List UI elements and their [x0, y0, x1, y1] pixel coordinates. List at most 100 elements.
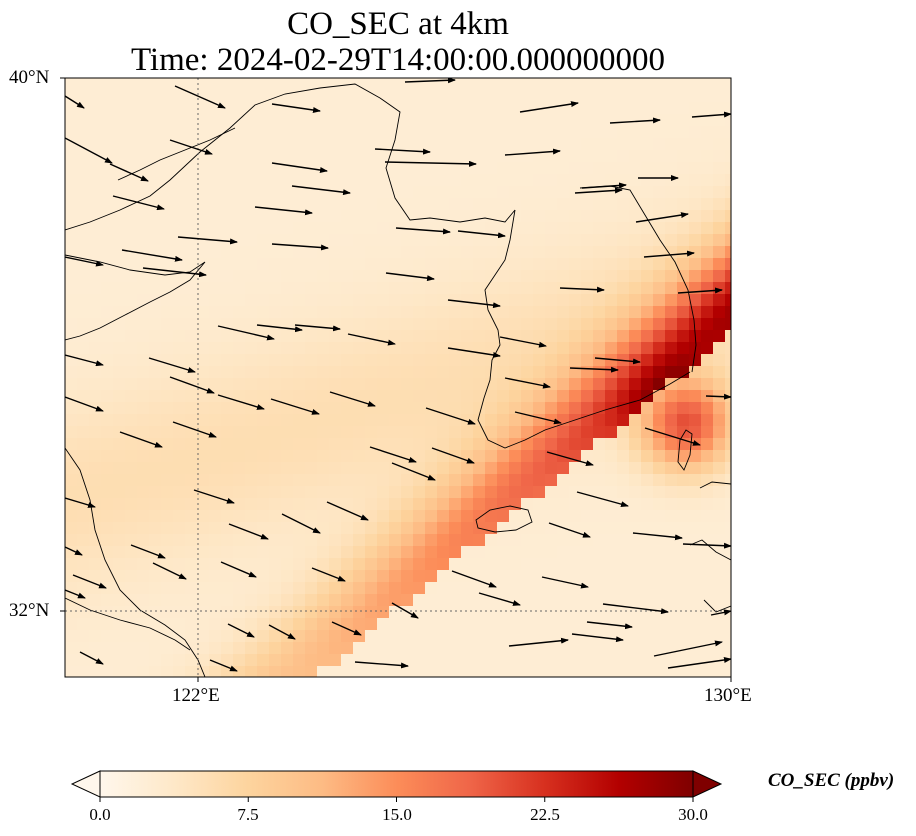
field-cell [449, 270, 462, 283]
field-cell [257, 606, 270, 619]
field-cell [545, 318, 558, 331]
field-cell [461, 234, 474, 247]
field-cell [437, 486, 450, 499]
field-cell [329, 402, 342, 415]
field-cell [209, 258, 222, 271]
field-cell [713, 378, 726, 391]
field-cell [485, 210, 498, 223]
field-cell [725, 594, 731, 607]
field-cell [137, 258, 150, 271]
field-cell [185, 330, 198, 343]
field-cell [353, 366, 366, 379]
wind-arrow [705, 393, 731, 400]
field-cell [533, 642, 546, 655]
field-cell [449, 246, 462, 259]
field-cell [413, 198, 426, 211]
field-cell [137, 186, 150, 199]
field-cell [281, 330, 294, 343]
field-cell [137, 222, 150, 235]
field-cell [641, 78, 654, 91]
field-cell [161, 498, 174, 511]
field-cell [185, 258, 198, 271]
field-cell [365, 222, 378, 235]
field-cell [137, 210, 150, 223]
field-cell [233, 126, 246, 139]
field-cell [533, 126, 546, 139]
field-cell [533, 570, 546, 583]
field-cell [605, 258, 618, 271]
field-cell [389, 342, 402, 355]
field-cell [713, 186, 726, 199]
field-cell [713, 306, 726, 319]
field-cell [473, 546, 486, 559]
field-cell [137, 366, 150, 379]
field-cell [101, 618, 114, 631]
field-cell [233, 366, 246, 379]
field-cell [533, 78, 546, 91]
field-cell [317, 402, 330, 415]
field-cell [437, 570, 450, 583]
field-cell [497, 630, 510, 643]
field-cell [137, 390, 150, 403]
field-cell [641, 558, 654, 571]
field-cell [89, 90, 102, 103]
field-cell [245, 258, 258, 271]
field-cell [449, 510, 462, 523]
field-cell [305, 366, 318, 379]
field-cell [473, 474, 486, 487]
field-cell [701, 558, 714, 571]
field-cell [557, 90, 570, 103]
field-cell [617, 342, 630, 355]
field-cell [665, 486, 678, 499]
field-cell [233, 174, 246, 187]
field-cell [281, 654, 294, 667]
field-cell [533, 186, 546, 199]
field-cell [557, 174, 570, 187]
field-cell [221, 594, 234, 607]
field-cell [425, 630, 438, 643]
field-cell [257, 438, 270, 451]
field-cell [617, 570, 630, 583]
field-cell [593, 426, 606, 439]
field-cell [485, 102, 498, 115]
field-cell [401, 522, 414, 535]
field-cell [161, 114, 174, 127]
field-cell [533, 198, 546, 211]
field-cell [209, 270, 222, 283]
wind-arrow [571, 633, 624, 643]
field-cell [305, 126, 318, 139]
wind-arrow [254, 206, 313, 216]
wind-arrow [228, 523, 269, 540]
field-cell [89, 306, 102, 319]
field-cell [485, 174, 498, 187]
field-cell [509, 234, 522, 247]
field-cell [641, 402, 654, 415]
field-cell [149, 126, 162, 139]
field-cell [329, 222, 342, 235]
field-cell [161, 78, 174, 91]
field-cell [317, 594, 330, 607]
field-cell [65, 570, 78, 583]
field-cell [389, 630, 402, 643]
field-cell [353, 90, 366, 103]
field-cell [677, 558, 690, 571]
field-cell [701, 210, 714, 223]
field-cell [125, 318, 138, 331]
field-cell [689, 570, 702, 583]
field-cell [389, 174, 402, 187]
field-cell [257, 342, 270, 355]
field-cell [653, 378, 666, 391]
field-cell [221, 462, 234, 475]
field-cell [617, 210, 630, 223]
field-cell [281, 414, 294, 427]
field-cell [653, 582, 666, 595]
field-cell [329, 162, 342, 175]
field-cell [269, 318, 282, 331]
field-cell [221, 210, 234, 223]
field-cell [245, 150, 258, 163]
field-cell [521, 138, 534, 151]
field-cell [365, 510, 378, 523]
field-cell [389, 642, 402, 655]
field-cell [461, 546, 474, 559]
field-cell [485, 642, 498, 655]
